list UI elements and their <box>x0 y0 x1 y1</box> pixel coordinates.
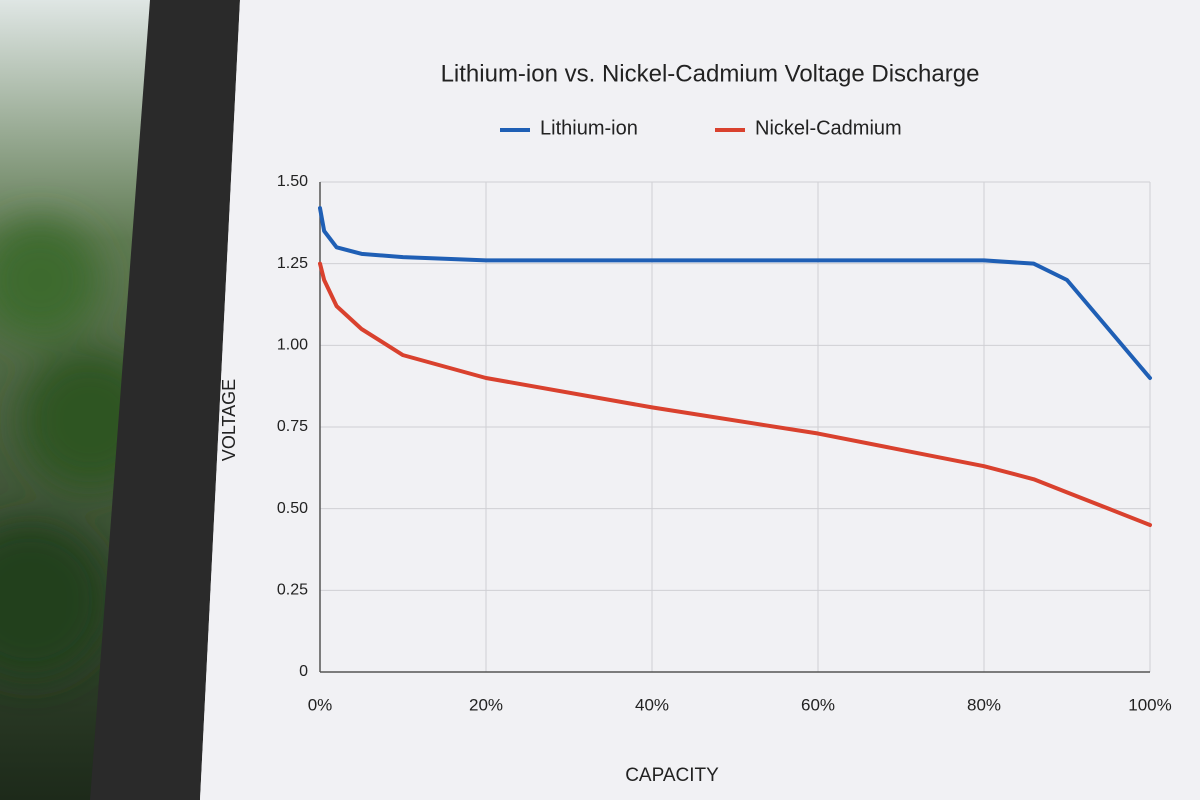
y-tick-label: 0.75 <box>277 418 308 435</box>
legend-label: Nickel-Cadmium <box>755 117 902 139</box>
y-tick-label: 0 <box>299 663 308 680</box>
y-axis-label: VOLTAGE <box>219 379 239 461</box>
x-tick-label: 0% <box>308 695 333 714</box>
x-tick-label: 40% <box>635 695 669 714</box>
y-tick-label: 0.50 <box>277 500 308 517</box>
y-tick-label: 1.00 <box>277 337 308 354</box>
poster <box>200 0 1200 800</box>
series-line <box>318 261 1152 527</box>
y-tick-label: 0.25 <box>277 582 308 599</box>
plot: 0 0.25 0.50 0.75 1.00 1.25 1.50 0% 20% 40% 60% 80% 1… <box>277 117 1172 714</box>
series-line <box>318 206 1152 380</box>
frame <box>90 0 240 800</box>
x-tick-label: 80% <box>967 695 1001 714</box>
legend-label: Lithium-ion <box>540 117 638 139</box>
x-axis-label: CAPACITY <box>625 765 719 786</box>
chart-title: Lithium-ion vs. Nickel-Cadmium Voltage D… <box>441 60 980 87</box>
y-tick-label: 1.50 <box>277 173 308 190</box>
x-tick-label: 100% <box>1128 695 1171 714</box>
y-tick-label: 1.25 <box>277 255 308 272</box>
x-tick-label: 20% <box>469 695 503 714</box>
x-tick-label: 60% <box>801 695 835 714</box>
